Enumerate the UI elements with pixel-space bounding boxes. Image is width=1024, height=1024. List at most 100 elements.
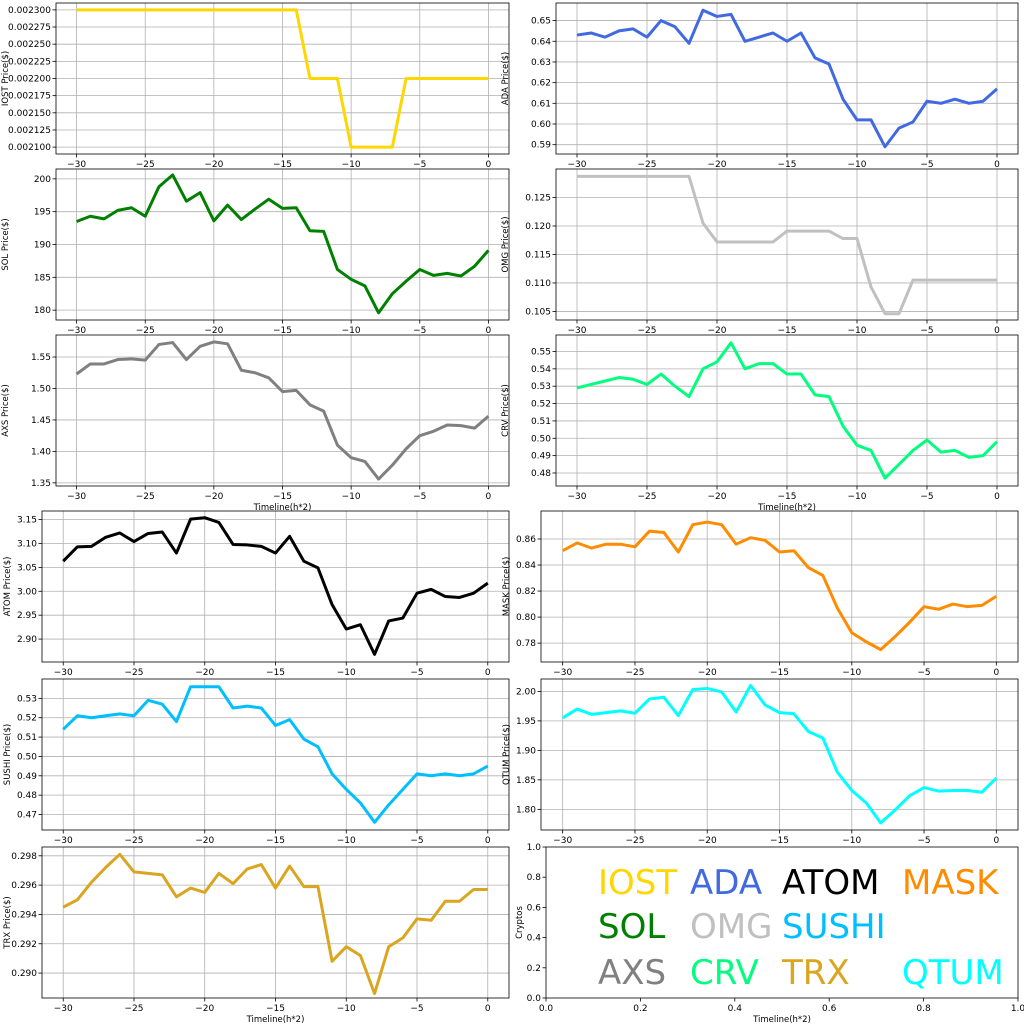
- x-tick-label: −15: [273, 492, 292, 502]
- axes-frame: [555, 334, 1019, 487]
- axes-frame: [55, 2, 510, 155]
- y-tick-label: 0.52: [17, 714, 37, 724]
- y-tick-label: 0.2: [527, 964, 541, 974]
- y-tick-label: 0.105: [525, 307, 551, 317]
- x-tick-label: 0.0: [539, 1004, 554, 1014]
- y-tick-label: 0.52: [531, 400, 551, 410]
- x-tick-label: −5: [917, 668, 930, 678]
- y-tick-label: 0.51: [17, 733, 37, 743]
- y-axis-label: SUSHI Price($): [3, 724, 13, 785]
- y-tick-label: 0.110: [525, 279, 551, 289]
- y-tick-label: 0.0: [527, 994, 542, 1004]
- x-tick-label: −15: [266, 668, 285, 678]
- x-tick-label: 1.0: [1011, 1004, 1024, 1014]
- x-tick-label: −25: [625, 668, 644, 678]
- y-tick-label: 0.50: [17, 752, 37, 762]
- x-tick-label: −25: [638, 326, 657, 336]
- legend-entry: AXS: [598, 953, 666, 993]
- series-line: [561, 683, 998, 825]
- y-tick-label: 0.292: [11, 940, 37, 950]
- series-line: [62, 516, 489, 656]
- y-axis-label: QTUM Price($): [502, 724, 512, 785]
- x-tick-label: −20: [708, 160, 727, 170]
- x-tick-label: −10: [842, 836, 861, 846]
- panel-4: −30 −25 −20 −15 −10 −5 0 1.35 1.40 1.45 1.50 1.55 AX…: [1, 334, 510, 513]
- x-tick-label: −30: [568, 326, 587, 336]
- x-tick-label: −10: [342, 326, 361, 336]
- y-tick-label: 200: [34, 175, 51, 185]
- y-tick-label: 0.115: [525, 250, 551, 260]
- x-tick-label: −15: [778, 326, 797, 336]
- panel-11: 0.0 0.2 0.4 0.6 0.8 1.0 0.0 0.2 0.4 0.6 0.8 1.0 IOST…: [515, 843, 1024, 1024]
- x-tick-label: −10: [848, 160, 867, 170]
- y-tick-label: 1.90: [516, 746, 536, 756]
- x-tick-label: −25: [136, 326, 155, 336]
- y-tick-label: 0.48: [531, 469, 551, 479]
- x-tick-label: 0: [994, 492, 1000, 502]
- y-tick-label: 2.90: [17, 635, 37, 645]
- y-tick-label: 0.80: [516, 613, 536, 623]
- legend-entry: QTUM: [902, 953, 1004, 993]
- x-tick-label: −25: [124, 836, 143, 846]
- axes-frame: [545, 846, 1019, 999]
- panel-8: −30 −25 −20 −15 −10 −5 0 0.47 0.48 0.49 0.50 0.51 0.…: [3, 678, 510, 846]
- legend-entry: ATOM: [782, 863, 879, 903]
- x-tick-label: −10: [342, 160, 361, 170]
- x-tick-label: −15: [770, 836, 789, 846]
- y-tick-label: 0.53: [531, 382, 551, 392]
- x-tick-label: −5: [920, 492, 933, 502]
- y-tick-label: 0.4: [527, 934, 542, 944]
- x-tick-label: −5: [410, 1004, 423, 1014]
- x-tick-label: 0: [485, 836, 491, 846]
- x-tick-label: −25: [638, 160, 657, 170]
- series-line: [577, 174, 997, 316]
- x-tick-label: −30: [568, 492, 587, 502]
- x-axis-label: Timeline(h*2): [752, 1015, 811, 1024]
- x-tick-label: −10: [848, 326, 867, 336]
- y-tick-label: 0.002250: [8, 40, 51, 50]
- x-tick-label: 0: [486, 160, 492, 170]
- axes-frame: [55, 334, 510, 487]
- y-tick-label: 0.47: [17, 811, 37, 821]
- y-axis-label: MASK Price($): [502, 557, 512, 617]
- x-tick-label: 0.8: [916, 1004, 931, 1014]
- axes-frame: [540, 510, 1019, 663]
- y-tick-label: 0.48: [17, 791, 37, 801]
- y-tick-label: 0.290: [11, 969, 37, 979]
- y-tick-label: 3.15: [17, 516, 37, 526]
- y-tick-label: 0.84: [516, 561, 536, 571]
- panel-9: −30 −25 −20 −15 −10 −5 0 1.80 1.85 1.90 1.95 2.00 QT…: [502, 678, 1019, 846]
- x-tick-label: 0: [994, 326, 1000, 336]
- series-line: [561, 520, 998, 652]
- x-tick-label: −15: [266, 836, 285, 846]
- x-tick-label: −5: [413, 492, 426, 502]
- series-line: [576, 8, 998, 149]
- y-tick-label: 3.05: [17, 563, 37, 573]
- x-tick-label: −10: [342, 492, 361, 502]
- x-tick-label: −30: [67, 326, 86, 336]
- series-line: [62, 852, 488, 996]
- y-tick-label: 0.51: [531, 417, 551, 427]
- x-tick-label: −30: [54, 836, 73, 846]
- y-tick-label: 0.296: [11, 881, 37, 891]
- axes-frame: [555, 2, 1019, 155]
- y-axis-label: ATOM Price($): [3, 557, 13, 617]
- y-tick-label: 1.50: [31, 384, 51, 394]
- x-tick-label: −30: [553, 836, 572, 846]
- y-tick-label: 1.45: [31, 416, 51, 426]
- x-tick-label: −20: [204, 492, 223, 502]
- x-tick-label: −5: [917, 836, 930, 846]
- y-tick-label: 0.62: [531, 79, 551, 89]
- panel-2: −30 −25 −20 −15 −10 −5 0 180 185 190 195 200 SOL Pri…: [1, 168, 510, 336]
- y-tick-label: 0.002200: [8, 75, 51, 85]
- axes-frame: [540, 678, 1019, 831]
- panel-5: −30 −25 −20 −15 −10 −5 0 0.48 0.49 0.50 0.51 0.52 0.…: [501, 334, 1019, 513]
- x-tick-label: 0.4: [728, 1004, 743, 1014]
- series-line: [62, 685, 489, 824]
- x-tick-label: −10: [337, 668, 356, 678]
- axes-frame: [41, 510, 510, 663]
- x-tick-label: −15: [778, 492, 797, 502]
- legend-entry: IOST: [598, 863, 677, 903]
- panel-0: −30 −25 −20 −15 −10 −5 0 0.002100 0.002125 0.0021…: [1, 2, 510, 170]
